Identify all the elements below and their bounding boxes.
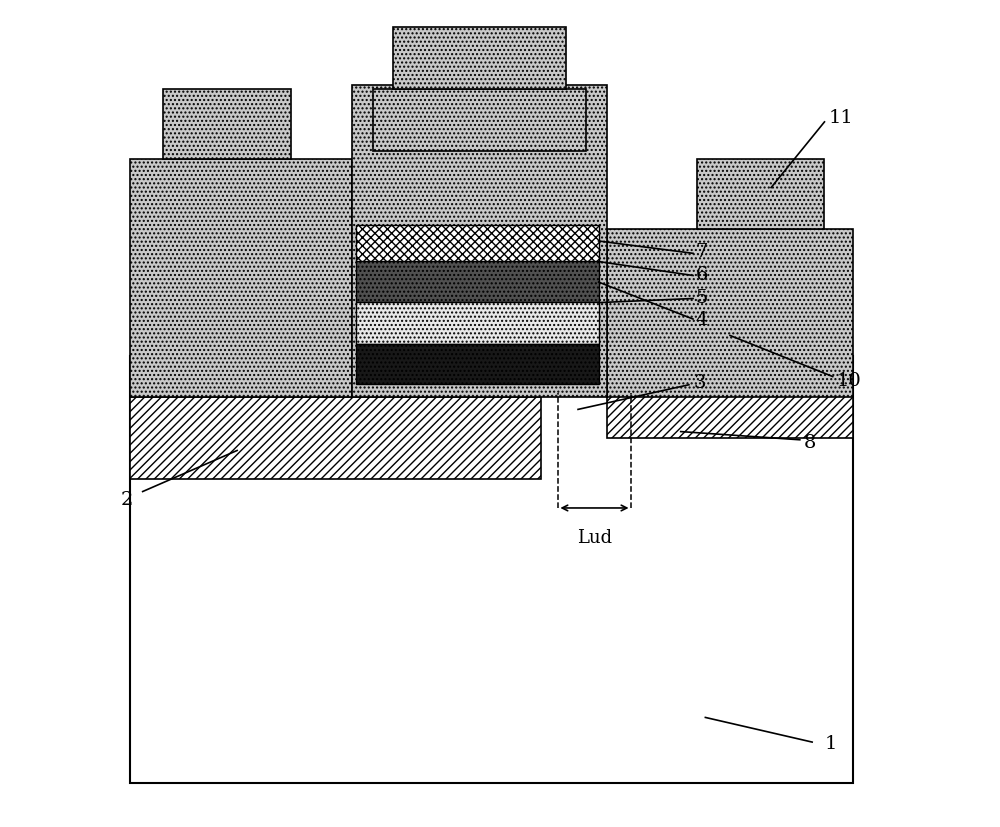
Bar bbox=[356, 225, 599, 261]
Text: 7: 7 bbox=[696, 243, 708, 261]
Text: Lud: Lud bbox=[577, 528, 612, 547]
Text: 8: 8 bbox=[804, 434, 816, 452]
Text: 4: 4 bbox=[696, 311, 708, 329]
Text: 11: 11 bbox=[829, 109, 853, 127]
Text: 5: 5 bbox=[696, 289, 708, 308]
Bar bbox=[130, 159, 352, 397]
Text: 1: 1 bbox=[824, 734, 837, 753]
Bar bbox=[607, 229, 853, 397]
Text: 2: 2 bbox=[120, 490, 133, 509]
Bar bbox=[356, 302, 599, 345]
Bar bbox=[163, 89, 291, 159]
Bar bbox=[607, 393, 853, 438]
Bar bbox=[393, 27, 566, 89]
Text: 10: 10 bbox=[837, 371, 862, 390]
Bar bbox=[373, 89, 586, 151]
Bar bbox=[130, 356, 853, 783]
Text: 3: 3 bbox=[693, 374, 706, 392]
Text: 6: 6 bbox=[696, 266, 708, 284]
Bar bbox=[352, 85, 607, 397]
Bar bbox=[356, 261, 599, 302]
Bar bbox=[356, 345, 599, 384]
Bar bbox=[130, 397, 541, 479]
Bar bbox=[697, 159, 824, 229]
